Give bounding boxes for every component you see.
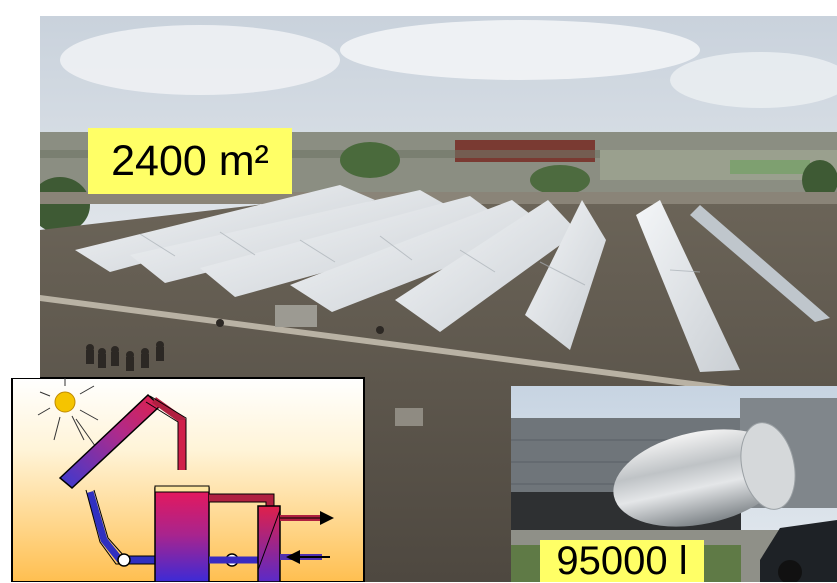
- storage-tank-icon: [154, 487, 210, 582]
- heat-exchanger-icon: [257, 505, 281, 582]
- collector-area-label: 2400 m²: [88, 128, 292, 194]
- solar-roof-photo: [30, 16, 837, 582]
- solar-thermal-schematic-diagram: [11, 377, 365, 582]
- storage-volume-label: 95000 l: [540, 540, 704, 582]
- arrow-left-icon: [286, 550, 300, 564]
- arrow-right-icon: [320, 511, 334, 525]
- storage-tank-photo: [511, 386, 837, 582]
